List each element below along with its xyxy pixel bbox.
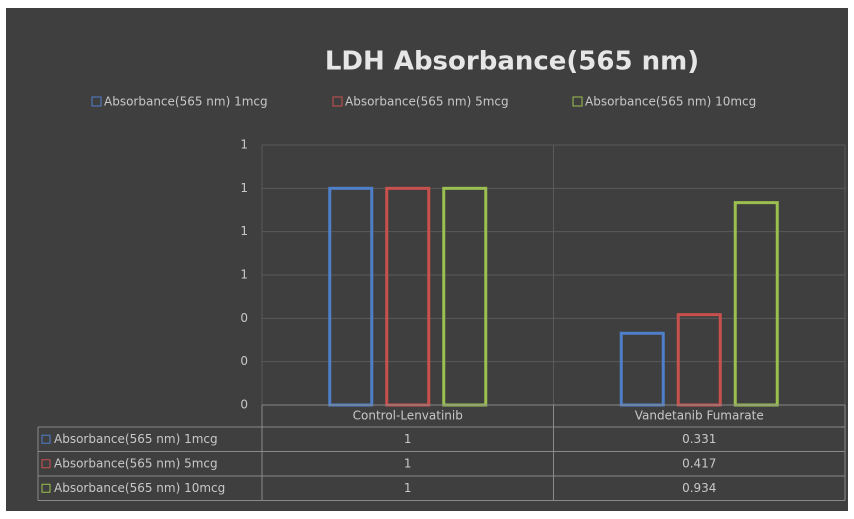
y-tick-label: 0 [240,311,248,325]
table-cell: 1 [404,432,412,446]
table-cell: 1 [404,456,412,470]
legend-label: Absorbance(565 nm) 1mcg [104,95,268,109]
table-cell: 0.331 [682,432,716,446]
legend-key [91,96,102,107]
table-legend-key [41,434,51,444]
legend-label: Absorbance(565 nm) 10mcg [585,95,756,109]
table-row-label: Absorbance(565 nm) 10mcg [54,481,225,495]
table-legend-key [41,483,51,493]
legend-label: Absorbance(565 nm) 5mcg [345,95,509,109]
y-tick-label: 1 [240,268,248,282]
y-tick-label: 0 [240,354,248,368]
table-row-label: Absorbance(565 nm) 1mcg [54,432,218,446]
table-legend-key [41,459,51,469]
y-tick-label: 1 [240,181,248,195]
table-cell: 0.934 [682,481,716,495]
legend-key [332,96,343,107]
table-row-label: Absorbance(565 nm) 5mcg [54,456,218,470]
x-tick-label: Control-Lenvatinib [353,409,463,423]
legend-key [572,96,583,107]
y-tick-label: 1 [240,224,248,238]
x-tick-label: Vandetanib Fumarate [635,409,764,423]
table-cell: 1 [404,481,412,495]
y-tick-label: 0 [240,398,248,412]
y-tick-label: 1 [240,138,248,152]
chart-title: LDH Absorbance(565 nm) [325,47,699,77]
table-cell: 0.417 [682,456,716,470]
